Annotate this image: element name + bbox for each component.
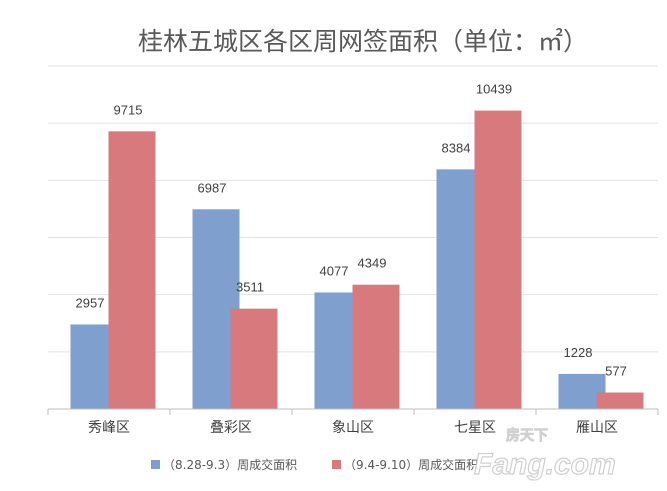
data-labels: 2957 9715 6987 3511 4077 4349 8384 10439 1228 577 — [76, 82, 627, 379]
bar-series-2-3 — [352, 284, 400, 409]
x-tick-label-1: 秀峰区 — [88, 420, 130, 436]
data-label-series-1-4: 8384 — [442, 140, 471, 155]
watermark-logo-text: Fang.com — [474, 448, 616, 481]
legend-swatch-series-1 — [151, 460, 160, 469]
legend: （8.28-9.3）周成交面积 （9.4-9.10）周成交面积 — [151, 457, 478, 472]
chart-title: 桂林五城区各区周网签面积（单位：㎡） — [138, 27, 588, 56]
data-label-series-2-5: 577 — [605, 364, 627, 379]
bar-series-2-2 — [230, 308, 278, 409]
bars — [70, 110, 644, 409]
x-tick-label-2: 叠彩区 — [210, 420, 252, 436]
legend-label-series-2: （9.4-9.10）周成交面积 — [344, 457, 478, 472]
watermark-small-text: 房天下 — [506, 427, 548, 444]
bar-series-2-5 — [596, 392, 644, 409]
legend-label-series-1: （8.28-9.3）周成交面积 — [163, 457, 297, 472]
data-label-series-2-3: 4349 — [358, 256, 387, 271]
x-tick-label-4: 七星区 — [454, 420, 496, 436]
data-label-series-2-1: 9715 — [114, 102, 143, 117]
x-axis-labels: 秀峰区 叠彩区 象山区 七星区 雁山区 — [88, 420, 618, 436]
x-axis-ticks — [47, 409, 659, 415]
watermark: 房天下 Fang.com — [473, 427, 616, 482]
bar-series-2-4 — [474, 110, 522, 409]
data-label-series-2-2: 3511 — [236, 280, 264, 295]
x-tick-label-5: 雁山区 — [576, 420, 618, 436]
data-label-series-1-1: 2957 — [76, 295, 105, 310]
legend-swatch-series-2 — [332, 460, 341, 469]
bar-series-2-1 — [108, 131, 156, 409]
data-label-series-1-5: 1228 — [564, 345, 593, 360]
data-label-series-2-4: 10439 — [476, 82, 512, 97]
data-label-series-1-3: 4077 — [320, 263, 349, 278]
data-label-series-1-2: 6987 — [198, 180, 227, 195]
x-tick-label-3: 象山区 — [332, 420, 374, 436]
